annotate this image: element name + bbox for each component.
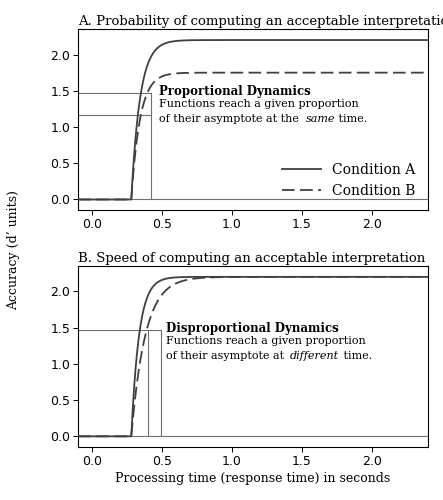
Text: time.: time. — [340, 351, 373, 361]
Text: different: different — [290, 351, 339, 361]
Legend: Condition A, Condition B: Condition A, Condition B — [276, 158, 421, 204]
Text: time.: time. — [335, 114, 368, 124]
Text: B. Speed of computing an acceptable interpretation: B. Speed of computing an acceptable inte… — [78, 252, 425, 265]
Text: Proportional Dynamics: Proportional Dynamics — [159, 85, 311, 98]
Text: Functions reach a given proportion: Functions reach a given proportion — [159, 100, 359, 110]
Text: same: same — [305, 114, 335, 124]
Text: Accuracy (d’ units): Accuracy (d’ units) — [7, 190, 20, 310]
Text: of their asymptote at the: of their asymptote at the — [159, 114, 303, 124]
Text: Disproportional Dynamics: Disproportional Dynamics — [166, 322, 339, 335]
Text: Functions reach a given proportion: Functions reach a given proportion — [166, 336, 366, 346]
Text: of their asymptote at: of their asymptote at — [166, 351, 288, 361]
X-axis label: Processing time (response time) in seconds: Processing time (response time) in secon… — [116, 472, 391, 485]
Text: A. Probability of computing an acceptable interpretation: A. Probability of computing an acceptabl… — [78, 15, 443, 28]
